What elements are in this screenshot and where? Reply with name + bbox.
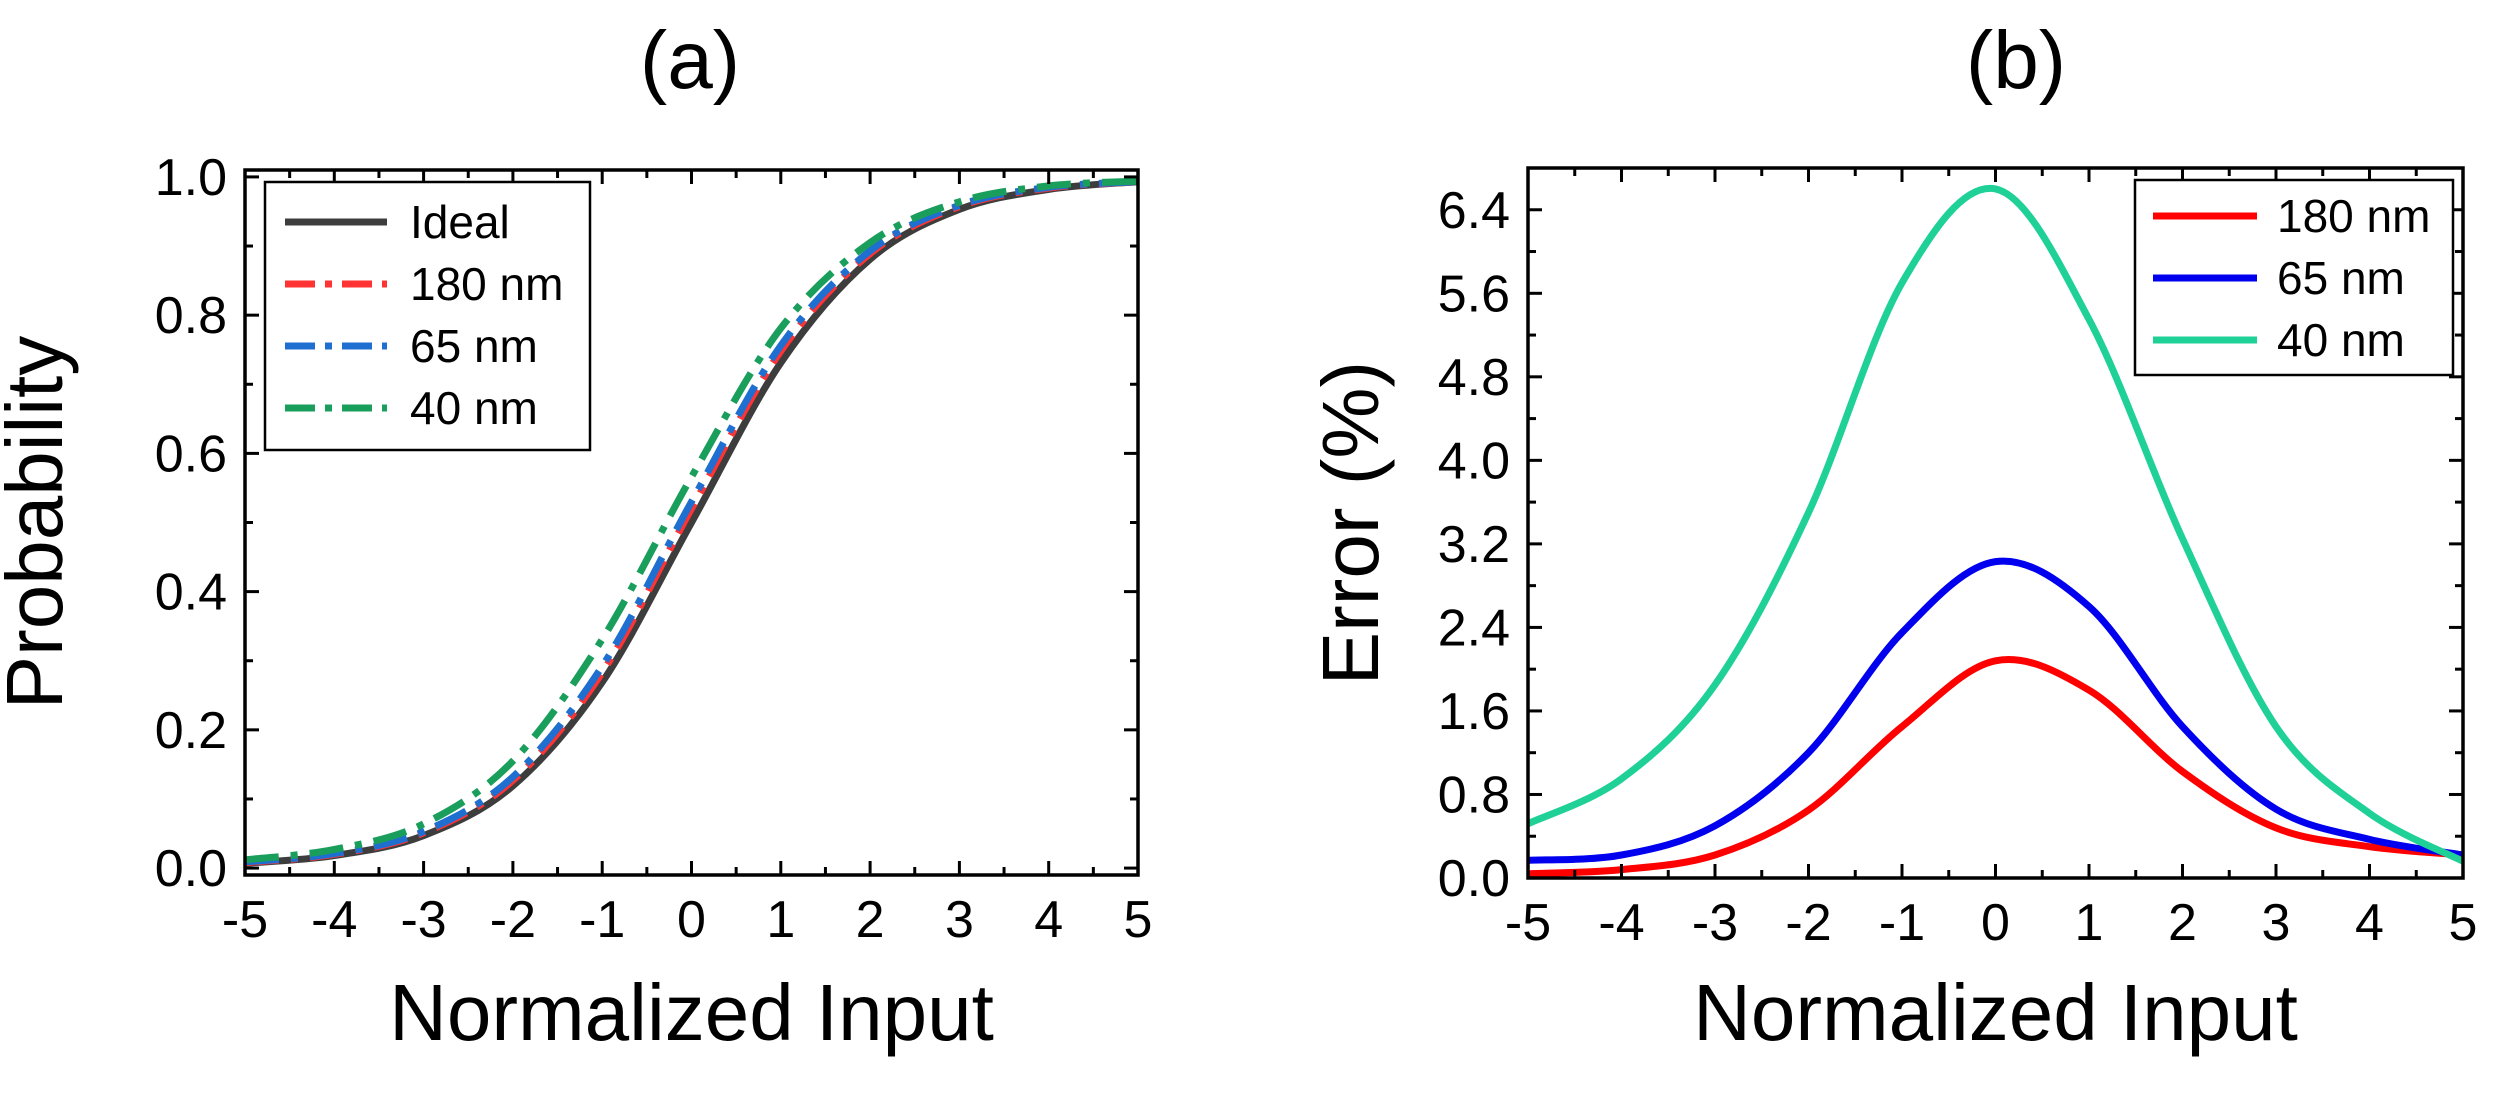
x-tick-label: 2 [2168,894,2197,952]
x-axis-title: Normalized Input [1693,968,2298,1057]
y-tick-label: 6.4 [1438,182,1510,240]
x-tick-label: 1 [2075,894,2104,952]
series-group [1526,184,2465,878]
y-axis-title: Error (%) [1306,361,1395,685]
y-axis: 0.0 0.2 0.4 0.6 0.8 1.0 [155,149,1138,898]
y-axis-title: Probability [0,336,79,710]
x-tick-label: 0 [1981,894,2010,952]
y-tick-label: 2.4 [1438,599,1510,657]
x-axis: -5 -4 -3 -2 -1 0 1 2 3 4 5 [1505,168,2478,952]
x-tick-label: -3 [1692,894,1738,952]
legend-label: 40 nm [410,382,538,434]
x-tick-label: -4 [1598,894,1644,952]
x-tick-label: 1 [766,891,795,949]
legend: Ideal 180 nm 65 nm 40 nm [263,180,592,452]
y-tick-label: 4.8 [1438,349,1510,407]
x-tick-label: 5 [1124,891,1153,949]
y-tick-label: 0.6 [155,425,227,483]
y-tick-label: 0.0 [155,840,227,898]
x-tick-label: -1 [579,891,625,949]
panel-a: (a) -5 -4 -3 -2 -1 0 1 2 3 4 5 0.0 0.2 0.4 0.6 0.8 1.0 Nor… [0,15,1152,1057]
legend-label: Ideal [410,196,510,248]
series-line-ideal [244,178,1139,867]
x-tick-label: 3 [2262,894,2291,952]
legend-label: 65 nm [2277,252,2405,304]
legend-label: 180 nm [2277,190,2430,242]
x-tick-label: -1 [1879,894,1925,952]
x-tick-label: -5 [1505,894,1551,952]
x-tick-label: -2 [490,891,536,949]
x-tick-label: -4 [311,891,357,949]
x-tick-label: 3 [945,891,974,949]
x-tick-label: 4 [1034,891,1063,949]
panel-label: (a) [640,15,740,106]
series-line-40-nm [244,177,1139,864]
y-tick-label: 5.6 [1438,265,1510,323]
legend-box [263,180,592,452]
y-tick-label: 1.0 [155,149,227,207]
series-line-40-nm [1526,184,2465,865]
x-tick-label: -3 [400,891,446,949]
series-line-65-nm [1527,557,2464,864]
y-tick-label: 1.6 [1438,683,1510,741]
x-tick-label: -5 [222,891,268,949]
legend-label: 180 nm [410,258,563,310]
x-axis-title: Normalized Input [389,968,994,1057]
x-tick-label: 4 [2355,894,2384,952]
y-tick-label: 0.8 [1438,766,1510,824]
series-group [244,177,1139,867]
y-tick-label: 3.2 [1438,516,1510,574]
y-tick-label: 0.0 [1438,850,1510,908]
x-tick-label: 0 [677,891,706,949]
x-tick-label: -2 [1785,894,1831,952]
series-line-180-nm [1527,656,2464,878]
x-axis: -5 -4 -3 -2 -1 0 1 2 3 4 5 [222,170,1153,949]
y-axis: 0.0 0.8 1.6 2.4 3.2 4.0 4.8 5.6 6.4 [1438,182,2463,908]
legend: 180 nm 65 nm 40 nm [2133,178,2455,377]
legend-label: 65 nm [410,320,538,372]
y-tick-label: 4.0 [1438,432,1510,490]
legend-label: 40 nm [2277,314,2405,366]
y-tick-label: 0.4 [155,564,227,622]
y-tick-label: 0.8 [155,287,227,345]
panel-b: (b) -5 -4 -3 -2 -1 0 1 2 3 4 5 0.0 0.8 1.6 2.4 3.2 4.0 4.8… [1306,15,2477,1057]
panel-label: (b) [1966,15,2066,106]
y-tick-label: 0.2 [155,702,227,760]
x-tick-label: 2 [856,891,885,949]
x-tick-label: 5 [2449,894,2478,952]
series-line-65-nm [244,178,1139,866]
